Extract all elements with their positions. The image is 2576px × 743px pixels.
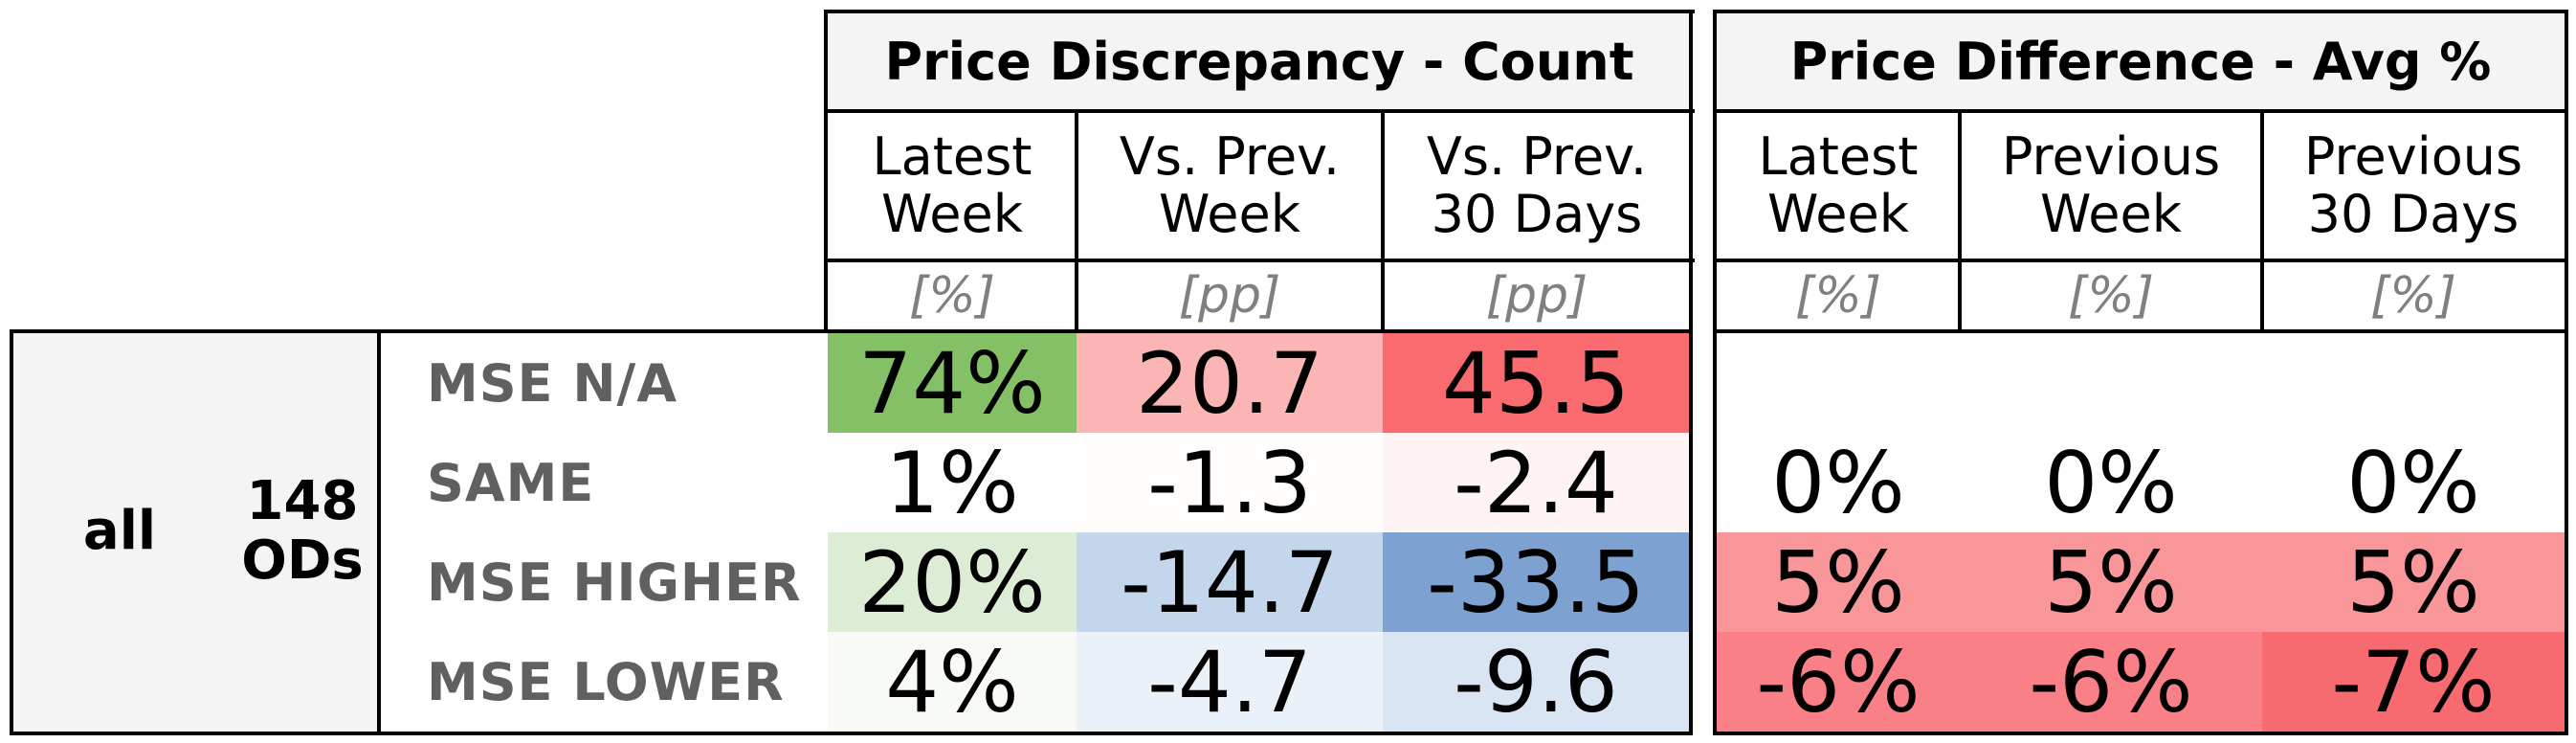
col-head-avg-latest-week: Latest Week	[1717, 111, 1960, 260]
grid-line	[824, 10, 828, 331]
grid-line	[1713, 329, 2568, 333]
grid-line	[1713, 732, 2568, 735]
segment-name: all	[82, 500, 157, 562]
avg-value-cell: 5%	[2262, 532, 2565, 632]
avg-value-cell	[1960, 333, 2262, 433]
count-value-cell: -2.4	[1383, 433, 1689, 532]
grid-line	[377, 329, 381, 735]
count-value-cell: -9.6	[1383, 632, 1689, 732]
row-label: MSE LOWER	[427, 651, 785, 712]
avg-value-cell: -6%	[1960, 632, 2262, 732]
price-difference-avg-title: Price Difference - Avg %	[1715, 11, 2566, 111]
unit-count-vs-prev-30-days: [pp]	[1485, 267, 1588, 325]
count-value-cell: -1.3	[1077, 433, 1383, 532]
avg-value-cell	[2262, 333, 2565, 433]
count-value-cell: 45.5	[1383, 333, 1689, 433]
grid-line	[1958, 109, 1962, 331]
col-head-avg-previous-30-days: Previous 30 Days	[2262, 111, 2565, 260]
avg-value-cell: -6%	[1717, 632, 1960, 732]
grid-line	[10, 329, 13, 735]
avg-value-cell: 0%	[1717, 433, 1960, 532]
grid-line	[1381, 109, 1385, 331]
count-value-cell: 20%	[828, 532, 1077, 632]
segment-count: 148 ODs	[241, 470, 364, 592]
grid-line	[2260, 109, 2264, 331]
grid-line	[2565, 10, 2568, 735]
unit-avg-latest-week: [%]	[1795, 267, 1881, 325]
col-head-count-latest-week: Latest Week	[828, 111, 1077, 260]
count-value-cell: 20.7	[1077, 333, 1383, 433]
avg-value-cell: 5%	[1960, 532, 2262, 632]
count-value-cell: 1%	[828, 433, 1077, 532]
segment-panel	[11, 331, 379, 732]
count-value-cell: 74%	[828, 333, 1077, 433]
grid-line	[1715, 259, 2568, 262]
unit-count-vs-prev-week: [pp]	[1178, 267, 1281, 325]
unit-avg-previous-30-days: [%]	[2370, 267, 2456, 325]
grid-line	[1689, 10, 1693, 735]
count-value-cell: -4.7	[1077, 632, 1383, 732]
avg-value-cell: 0%	[2262, 433, 2565, 532]
col-head-count-vs-prev-week: Vs. Prev. Week	[1077, 111, 1383, 260]
grid-line	[1713, 10, 1717, 735]
grid-line	[1075, 109, 1078, 331]
avg-value-cell: 0%	[1960, 433, 2262, 532]
grid-line	[826, 10, 1695, 13]
price-discrepancy-count-title: Price Discrepancy - Count	[826, 11, 1693, 111]
count-value-cell: 4%	[828, 632, 1077, 732]
unit-count-latest-week: [%]	[909, 267, 995, 325]
grid-line	[10, 329, 1693, 333]
count-value-cell: -14.7	[1077, 532, 1383, 632]
avg-value-cell: 5%	[1717, 532, 1960, 632]
col-head-avg-previous-week: Previous Week	[1960, 111, 2262, 260]
grid-line	[1715, 109, 2568, 113]
avg-value-cell: -7%	[2262, 632, 2565, 732]
row-label: MSE N/A	[427, 352, 678, 414]
avg-value-cell	[1717, 333, 1960, 433]
col-head-count-vs-prev-30-days: Vs. Prev. 30 Days	[1383, 111, 1691, 260]
row-label: SAME	[427, 452, 595, 513]
grid-line	[1715, 10, 2568, 13]
unit-avg-previous-week: [%]	[2068, 267, 2154, 325]
grid-line	[826, 109, 1695, 113]
count-value-cell: -33.5	[1383, 532, 1689, 632]
grid-line	[10, 732, 1693, 735]
grid-line	[826, 259, 1695, 262]
row-label: MSE HIGHER	[427, 552, 802, 613]
